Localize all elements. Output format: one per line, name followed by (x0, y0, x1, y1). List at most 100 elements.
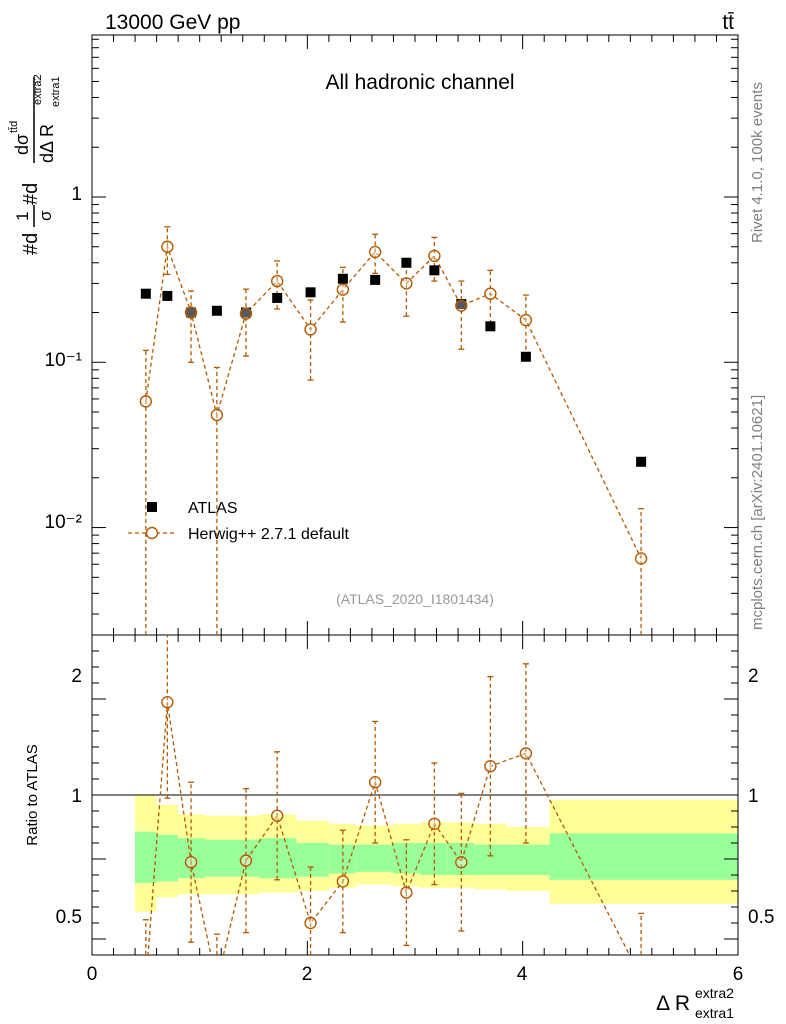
legend: ATLAS Herwig++ 2.7.1 default (128, 500, 350, 543)
inner-band-bin (549, 833, 738, 880)
herwig-data-point (634, 552, 648, 565)
herwig-data-point (336, 283, 350, 296)
herwig-data-point (139, 395, 153, 408)
ratio-y-tick-labels-right: 0.5 1 2 (748, 666, 774, 928)
main-data-points (139, 226, 648, 635)
herwig-ratio-point (428, 817, 441, 830)
main-y-axis-label: #d 1 σ #d dσ tt̄d dΔ R extra1 extra2 (8, 74, 62, 255)
atlas-data-point (636, 456, 647, 467)
atlas-data-point (337, 273, 348, 284)
herwig-data-point (428, 249, 441, 263)
xtick-label-2: 2 (302, 964, 313, 985)
ytick-label-1e-1: 10⁻¹ (45, 350, 83, 371)
atlas-data-point (162, 290, 173, 301)
herwig-data-point (304, 323, 317, 336)
atlas-data-point (456, 299, 467, 310)
uncertainty-bands (135, 795, 738, 912)
ratio-y-axis-label: Ratio to ATLAS (24, 744, 41, 845)
channel-label: All hadronic channel (325, 71, 514, 94)
svg-text:1: 1 (13, 212, 32, 221)
ytick-label-1e-2: 10⁻² (45, 512, 83, 533)
inner-band-bin (296, 843, 329, 877)
herwig-ratio-point (239, 854, 253, 867)
main-y-tick-labels: 10⁻² 10⁻¹ 1 (45, 184, 83, 533)
herwig-ratio-point (368, 776, 382, 789)
legend-atlas-marker (147, 502, 157, 512)
inner-band-bin (156, 835, 179, 882)
atlas-data-point (140, 288, 151, 299)
ratio-clipped-group (142, 635, 645, 955)
analysis-id-label: (ATLAS_2020_I1801434) (336, 591, 494, 607)
legend-herwig-label: Herwig++ 2.7.1 default (188, 526, 350, 543)
process-label: tt̄ (722, 11, 734, 34)
atlas-data-point (401, 257, 412, 268)
ratio-data-points (142, 635, 645, 955)
legend-herwig-marker (145, 526, 159, 540)
x-axis-label: Δ R extra2 extra1 (656, 985, 734, 1021)
ratio-ytick-left-0.5: 0.5 (56, 907, 82, 928)
atlas-data-point (370, 274, 381, 285)
inner-band-bin (135, 831, 157, 883)
herwig-ratio-point (336, 875, 350, 888)
atlas-data-point (520, 351, 531, 362)
atlas-data-point (429, 265, 440, 276)
ratio-ytick-right-1: 1 (748, 786, 759, 807)
atlas-data-point (272, 292, 283, 303)
inner-band-bin (355, 844, 394, 872)
atlas-data-point (211, 305, 222, 316)
axis-ticks (91, 35, 739, 956)
ytick-label-1: 1 (71, 184, 82, 205)
inner-band-bin (474, 844, 507, 875)
ratio-ytick-right-0.5: 0.5 (748, 907, 774, 928)
svg-text:extra2: extra2 (695, 985, 734, 1001)
svg-text:σ: σ (36, 210, 55, 221)
xtick-label-0: 0 (87, 964, 98, 985)
svg-text:#d: #d (20, 183, 42, 205)
herwig-ratio-point (400, 886, 413, 899)
atlas-data-point (305, 287, 316, 298)
herwig-ratio-point (161, 696, 174, 709)
herwig-data-point (400, 277, 413, 290)
ratio-ytick-right-2: 2 (748, 666, 759, 687)
herwig-ratio-point (484, 760, 497, 773)
herwig-ratio-point (519, 747, 533, 760)
x-tick-labels: 0 2 4 6 (87, 964, 744, 985)
ratio-y-tick-labels-left: 0.5 1 2 (56, 666, 82, 928)
mcplots-label: mcplots.cern.ch [arXiv:2401.10621] (749, 395, 766, 630)
svg-text:extra1: extra1 (50, 76, 62, 107)
herwig-data-point (239, 307, 253, 320)
herwig-data-point (455, 299, 468, 312)
atlas-data-point (240, 307, 251, 318)
herwig-ratio-point (184, 856, 198, 869)
svg-text:extra2: extra2 (32, 74, 44, 105)
svg-text:#d: #d (20, 233, 42, 255)
xtick-label-4: 4 (517, 964, 528, 985)
herwig-ratio-point (455, 856, 468, 869)
herwig-data-point (184, 306, 198, 319)
herwig-ratio-point (270, 809, 284, 822)
xtick-label-6: 6 (733, 964, 744, 985)
legend-atlas-label: ATLAS (188, 500, 238, 517)
rivet-version-label: Rivet 4.1.0, 100k events (749, 82, 766, 243)
inner-band-bin (506, 844, 550, 875)
svg-text:dσ: dσ (12, 134, 32, 155)
svg-text:Δ R: Δ R (656, 992, 690, 1015)
herwig-main-line (145, 246, 642, 559)
inner-band-bin (205, 839, 232, 877)
herwig-data-point (161, 240, 174, 253)
svg-text:tt̄d: tt̄d (8, 121, 20, 133)
ratio-ytick-left-1: 1 (71, 786, 82, 807)
atlas-data-point (485, 321, 496, 332)
svg-text:dΔ R: dΔ R (37, 124, 57, 163)
main-plot-frame (91, 34, 739, 636)
atlas-data-point (186, 307, 197, 318)
herwig-data-point (368, 245, 382, 259)
energy-label: 13000 GeV pp (105, 11, 240, 34)
herwig-data-point (210, 408, 224, 422)
herwig-ratio-point (304, 916, 317, 930)
herwig-data-point (484, 287, 497, 300)
herwig-data-point (270, 274, 284, 288)
ratio-ytick-left-2: 2 (71, 666, 82, 687)
herwig-data-point (519, 313, 533, 327)
